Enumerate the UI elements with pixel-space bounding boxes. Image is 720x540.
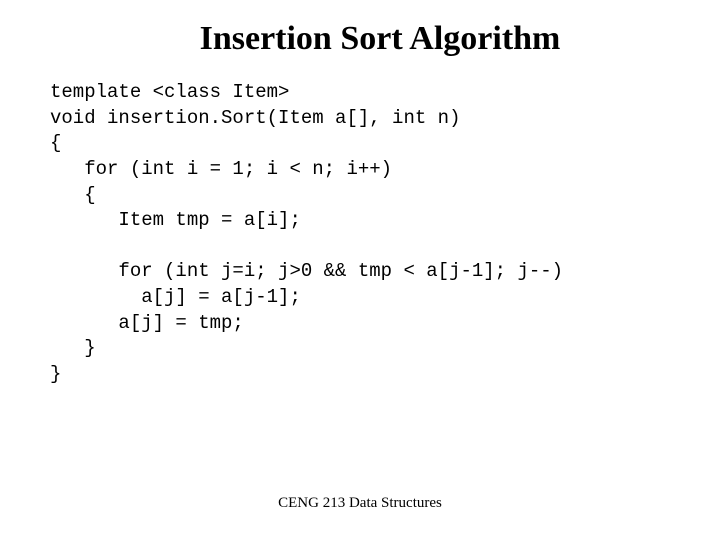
- code-line: a[j] = tmp;: [50, 312, 244, 334]
- slide-container: Insertion Sort Algorithm template <class…: [0, 0, 720, 540]
- code-line: a[j] = a[j-1];: [50, 286, 301, 308]
- code-line: {: [50, 132, 61, 154]
- page-title: Insertion Sort Algorithm: [90, 20, 670, 58]
- code-line: }: [50, 363, 61, 385]
- footer-text: CENG 213 Data Structures: [0, 495, 720, 512]
- code-line: }: [50, 337, 96, 359]
- code-line: template <class Item>: [50, 81, 289, 103]
- code-line: for (int i = 1; i < n; i++): [50, 158, 392, 180]
- code-line: Item tmp = a[i];: [50, 209, 301, 231]
- code-line: {: [50, 184, 96, 206]
- code-line: void insertion.Sort(Item a[], int n): [50, 107, 460, 129]
- code-block: template <class Item> void insertion.Sor…: [50, 80, 670, 388]
- code-line: for (int j=i; j>0 && tmp < a[j-1]; j--): [50, 260, 563, 282]
